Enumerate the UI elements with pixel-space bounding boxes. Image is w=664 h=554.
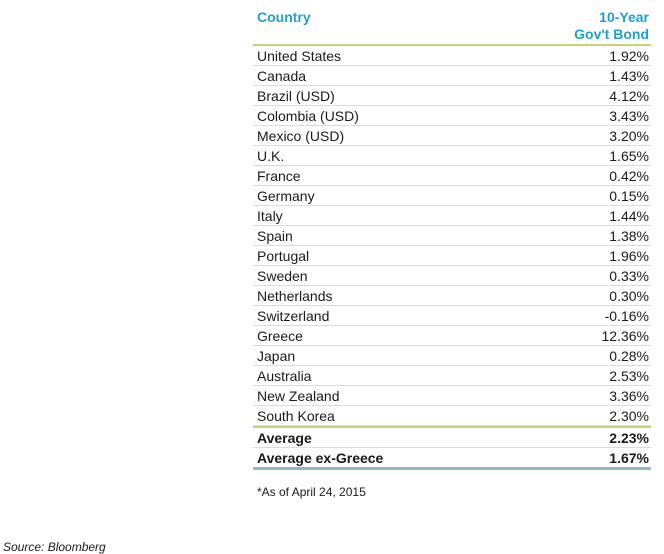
- table-row: Canada 1.43%: [253, 66, 651, 86]
- table-row: Japan 0.28%: [253, 346, 651, 366]
- row-country: Canada: [257, 67, 307, 84]
- row-value: 1.44%: [609, 207, 649, 224]
- row-country: Portugal: [257, 247, 310, 264]
- row-country: Mexico (USD): [257, 127, 345, 144]
- row-value: -0.16%: [604, 307, 649, 324]
- table-row: New Zealand 3.36%: [253, 386, 651, 406]
- row-value: 3.20%: [609, 127, 649, 144]
- row-country: Greece: [257, 327, 303, 344]
- row-country: United States: [257, 47, 342, 64]
- row-value: 3.43%: [609, 107, 649, 124]
- table-row: Germany 0.15%: [253, 186, 651, 206]
- row-country: U.K.: [257, 147, 285, 164]
- total-label: Average: [257, 429, 312, 446]
- row-value: 0.33%: [609, 267, 649, 284]
- date-note: *As of April 24, 2015: [257, 485, 366, 499]
- row-country: Australia: [257, 367, 312, 384]
- row-value: 1.65%: [609, 147, 649, 164]
- row-value: 2.53%: [609, 367, 649, 384]
- row-country: Switzerland: [257, 307, 330, 324]
- row-country: Germany: [257, 187, 315, 204]
- row-country: Brazil (USD): [257, 87, 335, 104]
- row-value: 0.15%: [609, 187, 649, 204]
- table-row: Italy 1.44%: [253, 206, 651, 226]
- row-value: 12.36%: [601, 327, 649, 344]
- row-value: 1.92%: [609, 47, 649, 64]
- row-value: 0.28%: [609, 347, 649, 364]
- bond-yield-table: Country 10-Year Gov't Bond United States…: [253, 8, 651, 470]
- source-note: Source: Bloomberg: [3, 540, 106, 554]
- row-value: 4.12%: [609, 87, 649, 104]
- header-bond: 10-Year Gov't Bond: [574, 9, 651, 44]
- table-row: Portugal 1.96%: [253, 246, 651, 266]
- table-row: France 0.42%: [253, 166, 651, 186]
- header-country: Country: [257, 9, 311, 25]
- row-value: 1.43%: [609, 67, 649, 84]
- row-value: 2.30%: [609, 407, 649, 424]
- average-ex-greece-row: Average ex-Greece 1.67%: [253, 448, 651, 470]
- row-value: 1.96%: [609, 247, 649, 264]
- header-bond-line2: Gov't Bond: [574, 26, 649, 42]
- table-row: Brazil (USD) 4.12%: [253, 86, 651, 106]
- table-row: United States 1.92%: [253, 46, 651, 66]
- table-row: Australia 2.53%: [253, 366, 651, 386]
- row-value: 0.42%: [609, 167, 649, 184]
- row-country: France: [257, 167, 301, 184]
- table-row: Colombia (USD) 3.43%: [253, 106, 651, 126]
- table-header: Country 10-Year Gov't Bond: [253, 8, 651, 46]
- table-body: United States 1.92% Canada 1.43% Brazil (USD…: [253, 46, 651, 426]
- table-row: Mexico (USD) 3.20%: [253, 126, 651, 146]
- row-country: Japan: [257, 347, 296, 364]
- total-value: 2.23%: [609, 429, 649, 446]
- table-row: Greece 12.36%: [253, 326, 651, 346]
- header-bond-line1: 10-Year: [599, 9, 649, 25]
- row-country: South Korea: [257, 407, 335, 424]
- table-row: Switzerland -0.16%: [253, 306, 651, 326]
- row-country: Sweden: [257, 267, 308, 284]
- total-label: Average ex-Greece: [257, 449, 384, 466]
- table-row: Sweden 0.33%: [253, 266, 651, 286]
- table-row: Netherlands 0.30%: [253, 286, 651, 306]
- table-row: South Korea 2.30%: [253, 406, 651, 426]
- row-country: New Zealand: [257, 387, 340, 404]
- row-country: Netherlands: [257, 287, 333, 304]
- row-country: Colombia (USD): [257, 107, 359, 124]
- total-value: 1.67%: [609, 449, 649, 466]
- row-value: 0.30%: [609, 287, 649, 304]
- row-country: Spain: [257, 227, 293, 244]
- table-row: U.K. 1.65%: [253, 146, 651, 166]
- table-row: Spain 1.38%: [253, 226, 651, 246]
- row-value: 1.38%: [609, 227, 649, 244]
- row-value: 3.36%: [609, 387, 649, 404]
- row-country: Italy: [257, 207, 283, 224]
- average-row: Average 2.23%: [253, 426, 651, 448]
- table-totals: Average 2.23% Average ex-Greece 1.67%: [253, 426, 651, 470]
